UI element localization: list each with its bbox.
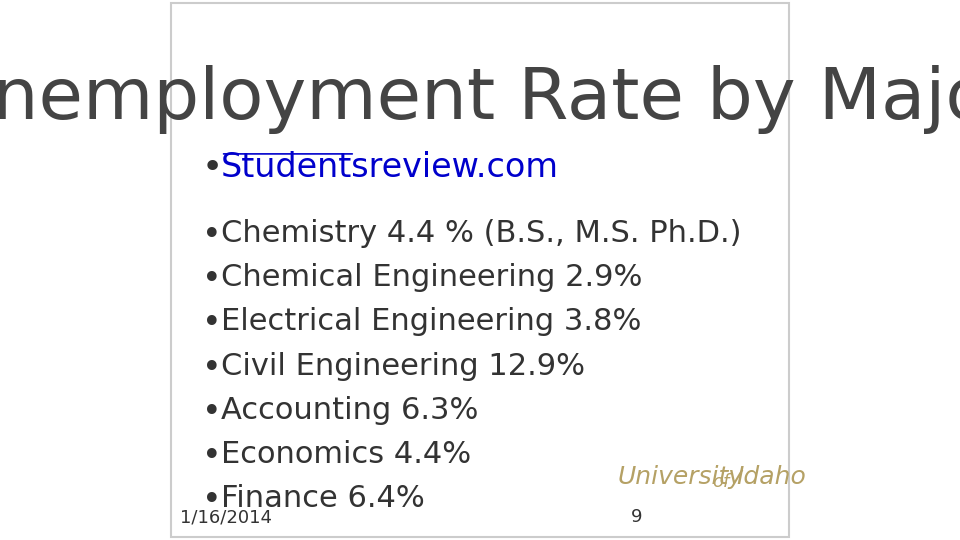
Text: Chemical Engineering 2.9%: Chemical Engineering 2.9% <box>221 263 642 292</box>
Text: Chemistry 4.4 % (B.S., M.S. Ph.D.): Chemistry 4.4 % (B.S., M.S. Ph.D.) <box>221 219 741 248</box>
Text: •: • <box>202 352 222 384</box>
Text: Economics 4.4%: Economics 4.4% <box>221 440 471 469</box>
Text: •: • <box>202 307 222 340</box>
Text: •: • <box>202 263 222 296</box>
Text: Electrical Engineering 3.8%: Electrical Engineering 3.8% <box>221 307 641 336</box>
Text: •: • <box>202 484 222 517</box>
Text: Finance 6.4%: Finance 6.4% <box>221 484 424 514</box>
Text: Civil Engineering 12.9%: Civil Engineering 12.9% <box>221 352 585 381</box>
Text: of: of <box>712 474 730 491</box>
Text: •: • <box>202 151 224 185</box>
Text: Idaho: Idaho <box>736 465 805 489</box>
Text: 1/16/2014: 1/16/2014 <box>180 509 273 526</box>
Text: Unemployment Rate by Major: Unemployment Rate by Major <box>0 65 960 134</box>
Text: •: • <box>202 219 222 252</box>
Text: 9: 9 <box>631 509 642 526</box>
Text: Accounting 6.3%: Accounting 6.3% <box>221 396 478 425</box>
Text: •: • <box>202 440 222 473</box>
Text: •: • <box>202 396 222 429</box>
Text: University: University <box>617 465 743 489</box>
Text: Studentsreview.com: Studentsreview.com <box>221 151 559 184</box>
